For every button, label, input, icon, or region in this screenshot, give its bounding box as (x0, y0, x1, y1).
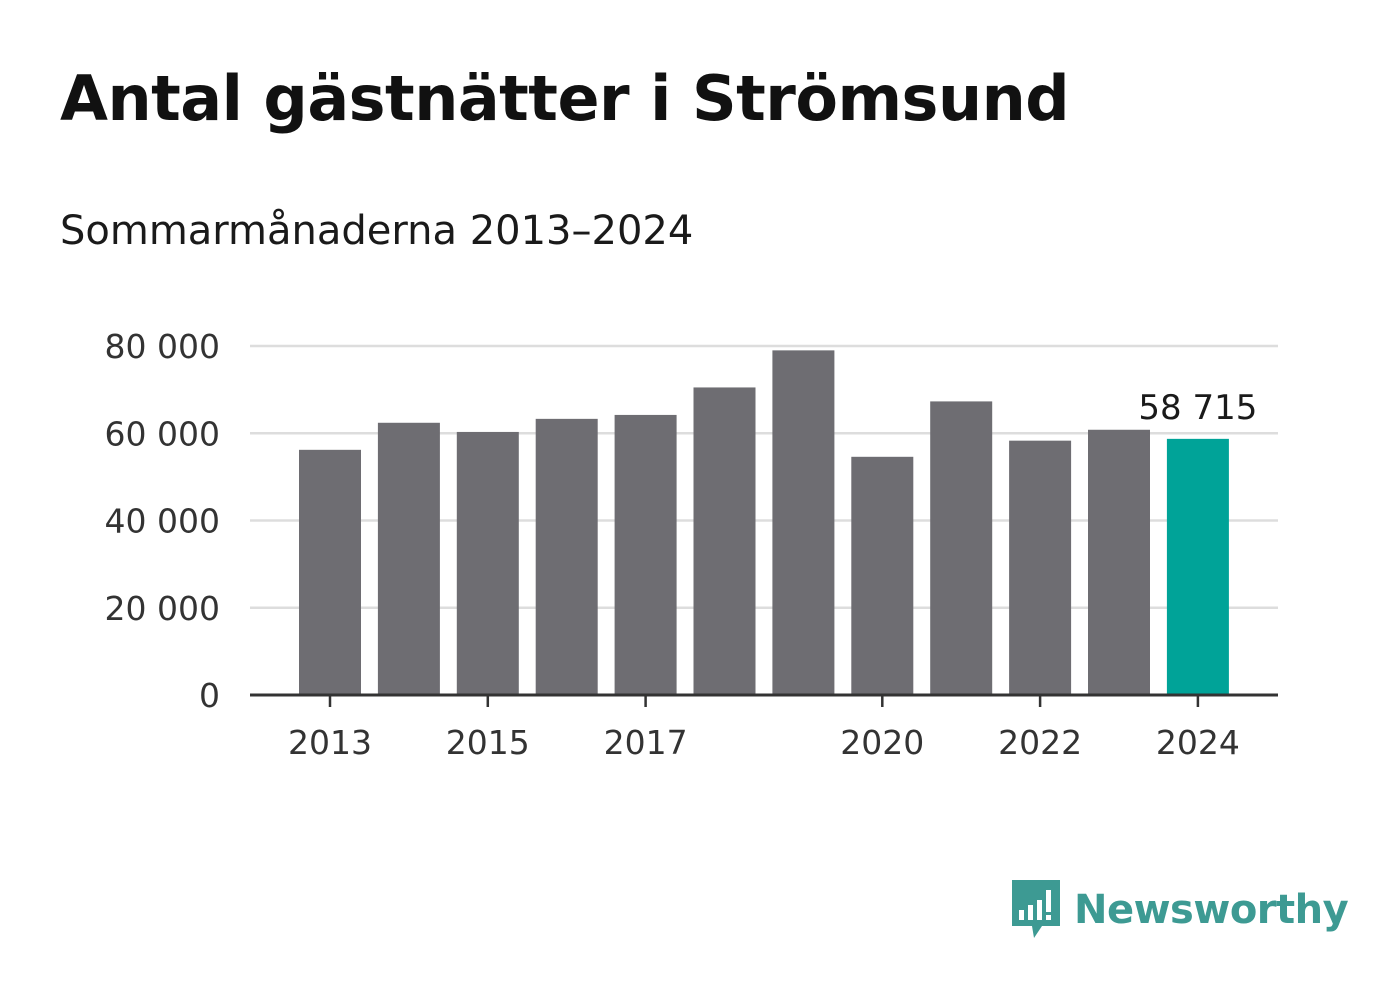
bar-2020 (851, 456, 914, 695)
chart-subtitle: Sommarmånaderna 2013–2024 (60, 208, 694, 254)
bar-2019 (772, 350, 835, 695)
x-tick-label: 2015 (446, 723, 530, 762)
axes (250, 693, 1278, 707)
x-tick-label: 2017 (604, 723, 688, 762)
x-tick-label: 2020 (840, 723, 924, 762)
bar-2014 (377, 422, 440, 695)
bar-2024 (1166, 438, 1229, 695)
newsworthy-logo: Newsworthy (1010, 880, 1349, 940)
bar-2013 (299, 449, 361, 695)
chart-title: Antal gästnätter i Strömsund (60, 62, 1070, 135)
logo-text: Newsworthy (1074, 887, 1349, 933)
bar-2016 (535, 418, 598, 695)
data-label-2024: 58 715 (1138, 388, 1257, 428)
bar-2021 (930, 401, 993, 695)
bar-2018 (693, 387, 756, 695)
y-tick-label: 40 000 (105, 502, 220, 541)
bar-2015 (456, 431, 519, 695)
x-tick-label: 2022 (998, 723, 1082, 762)
labels: 0 20 000 40 000 60 000 80 000 2013 2015 2017 202… (105, 327, 1258, 762)
x-tick-label: 2013 (288, 723, 372, 762)
speech-bubble-bar-chart-icon (1012, 880, 1060, 938)
bar-2022 (1009, 440, 1072, 695)
bar-2017 (614, 414, 677, 695)
y-tick-label: 0 (199, 676, 220, 715)
y-tick-label: 60 000 (105, 414, 220, 453)
bars (299, 350, 1229, 695)
y-tick-label: 20 000 (105, 589, 220, 628)
bar-2023 (1088, 429, 1150, 695)
x-tick-label: 2024 (1156, 723, 1240, 762)
y-tick-label: 80 000 (105, 327, 220, 366)
